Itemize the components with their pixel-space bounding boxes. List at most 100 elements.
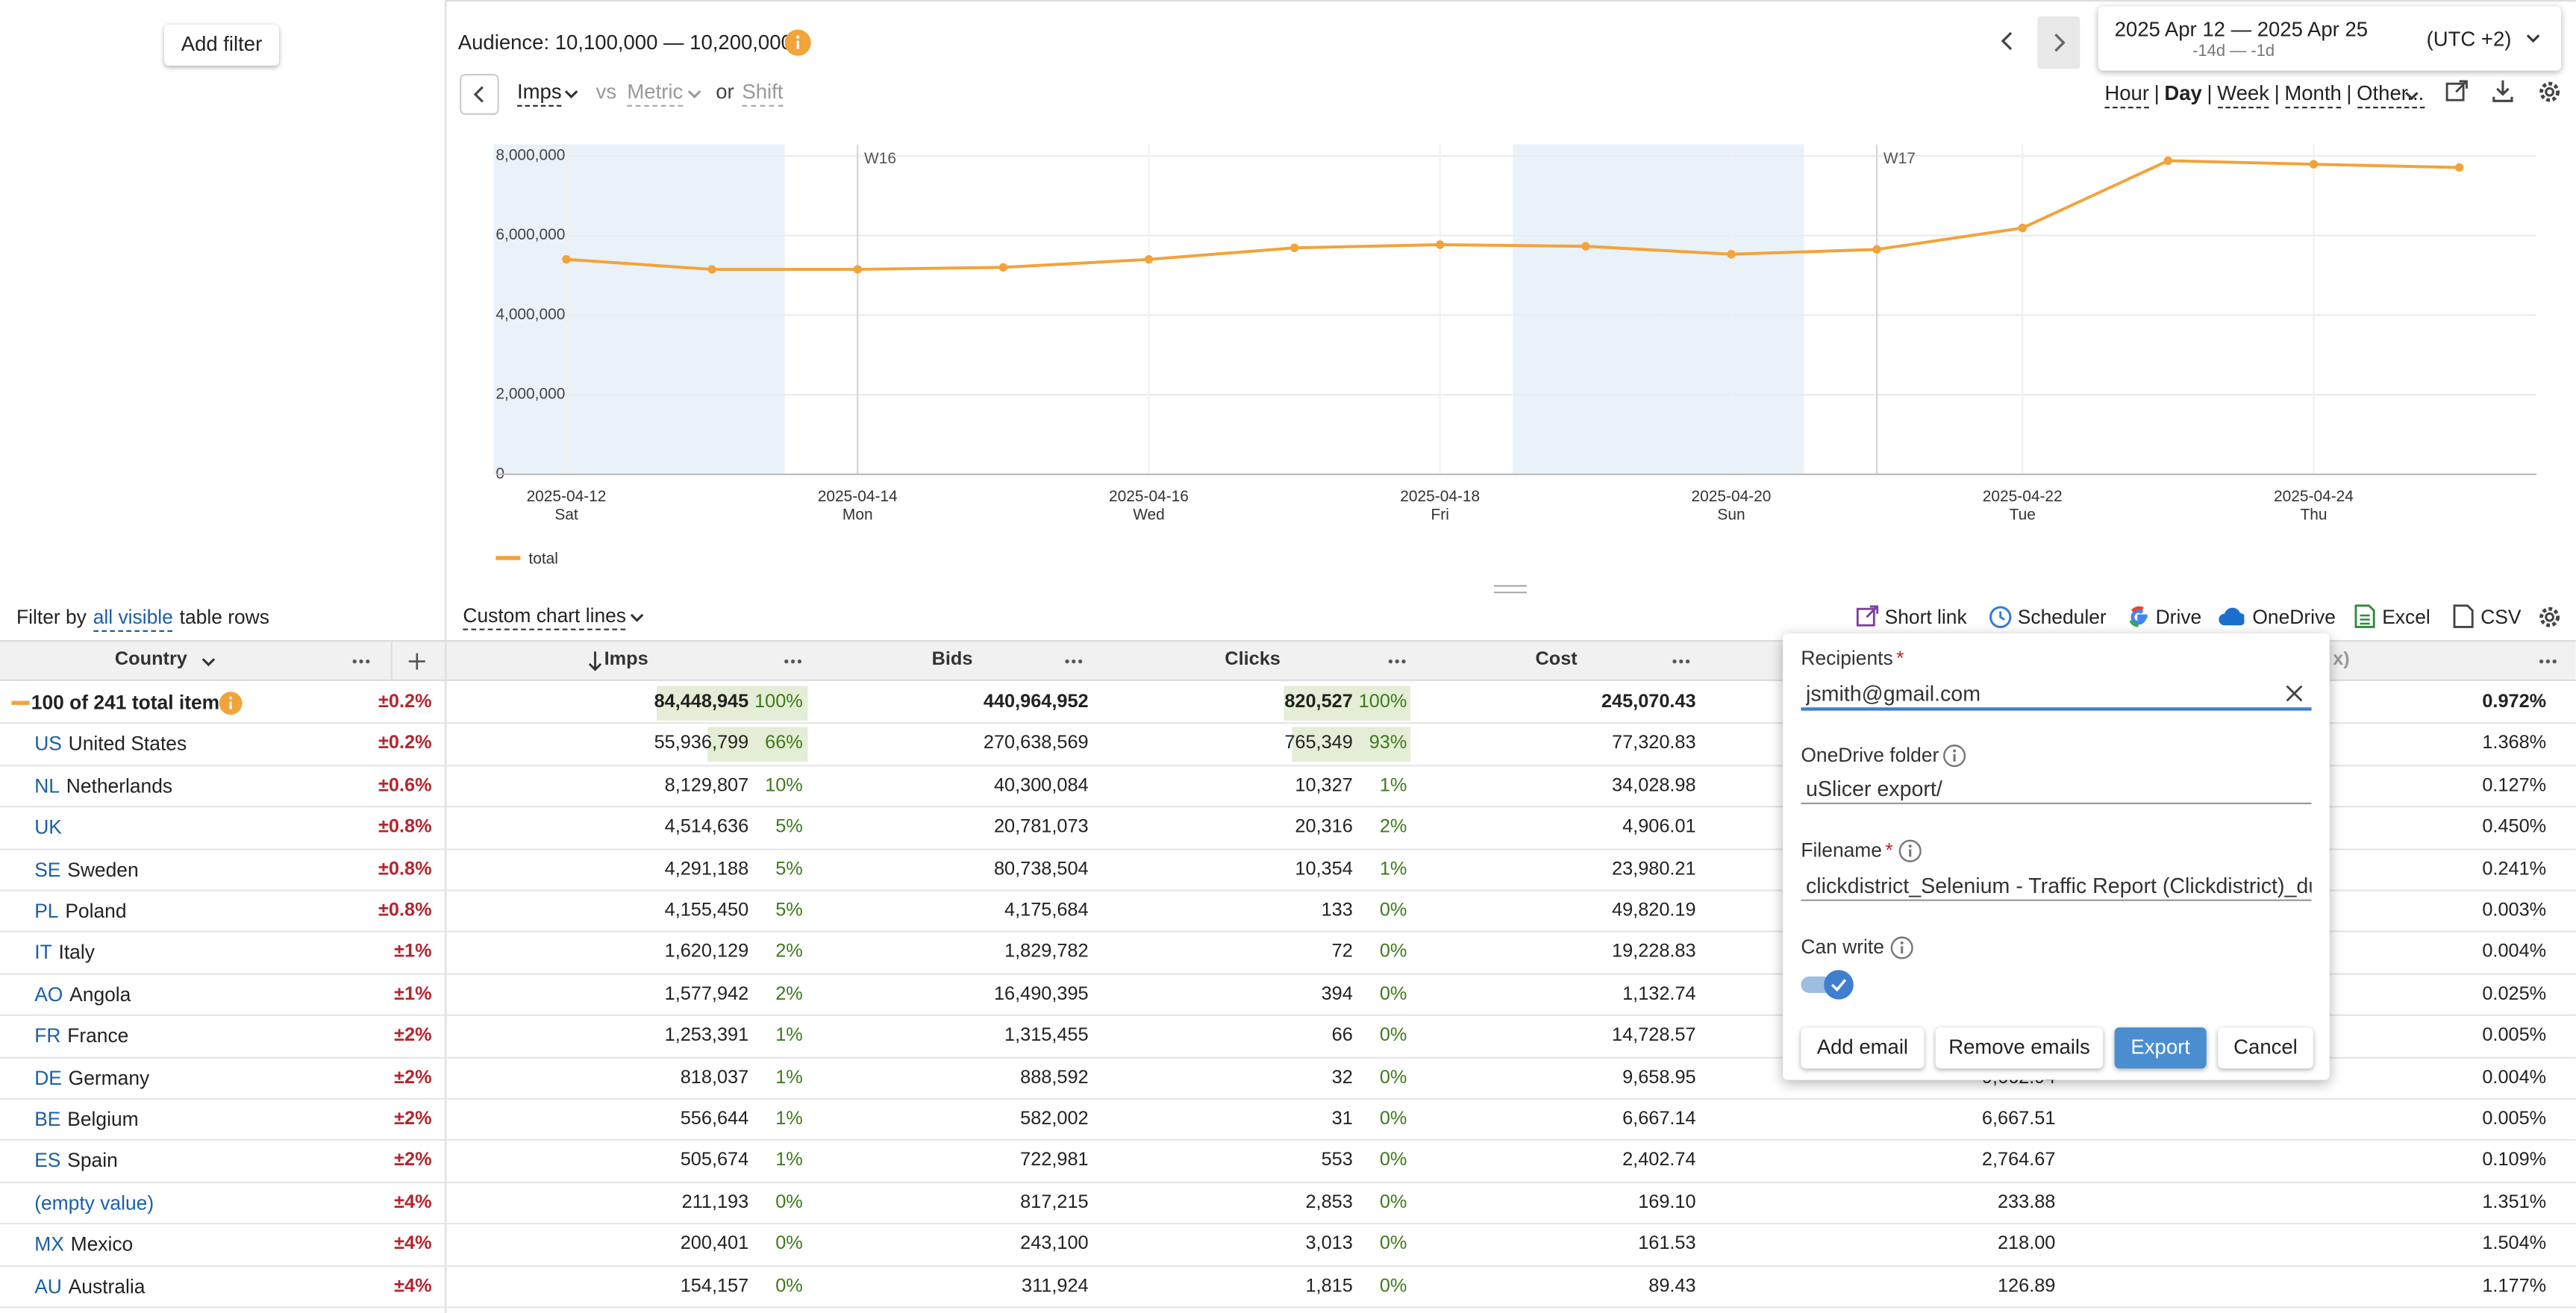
table-row[interactable]: 100 of 241 total items ±0.2% 84,448,945 100… bbox=[0, 683, 2576, 725]
field-value[interactable]: clickdistrict_Selenium - Traffic Report … bbox=[1806, 873, 2312, 898]
action-icon[interactable] bbox=[2126, 604, 2152, 630]
date-picker[interactable]: 2025 Apr 12 — 2025 Apr 25 -14d — -1d (UTC … bbox=[2098, 6, 2561, 71]
dialog-button[interactable]: Remove emails bbox=[1935, 1027, 2104, 1069]
column-menu[interactable] bbox=[2536, 655, 2560, 668]
table-row[interactable]: IT Italy ±1% 1,620,129 2% 1,829,782 72 0% 19,228… bbox=[0, 933, 2576, 975]
action-icon[interactable] bbox=[1988, 604, 2014, 630]
dialog-button[interactable]: Add email bbox=[1801, 1027, 1925, 1069]
granularity-option[interactable]: Week bbox=[2217, 82, 2269, 109]
column-header[interactable]: Cost bbox=[1535, 650, 1578, 670]
granularity-option[interactable]: Other... bbox=[2357, 82, 2425, 109]
prev-period[interactable] bbox=[1998, 28, 2017, 54]
share-bar bbox=[1284, 686, 1410, 721]
toolbar-action[interactable]: Excel bbox=[2382, 605, 2430, 629]
shift-metric[interactable]: Shift bbox=[742, 81, 784, 107]
cell-imps: 55,936,799 bbox=[654, 734, 749, 754]
action-icon[interactable] bbox=[2451, 604, 2477, 630]
open-external[interactable] bbox=[2445, 79, 2469, 104]
granularity-option[interactable]: Day bbox=[2164, 82, 2202, 105]
icon-shape bbox=[2492, 80, 2513, 102]
table-row[interactable]: NL Netherlands ±0.6% 8,129,807 10% 40,300,084… bbox=[0, 766, 2576, 808]
icon-shape bbox=[1866, 605, 1879, 618]
chart-settings[interactable] bbox=[2536, 79, 2563, 105]
toolbar-action[interactable]: OneDrive bbox=[2252, 605, 2336, 629]
granularity-option[interactable]: Month bbox=[2284, 82, 2342, 109]
required-mark: * bbox=[1885, 839, 1893, 862]
column-menu[interactable] bbox=[1386, 655, 1409, 668]
y-tick-label: 8,000,000 bbox=[495, 147, 565, 164]
table-row[interactable]: AU Australia ±4% 154,157 0% 311,924 1,815 0% 89.… bbox=[0, 1267, 2576, 1309]
icon-shape bbox=[2539, 607, 2560, 627]
action-icon[interactable] bbox=[2218, 604, 2245, 630]
column-menu[interactable] bbox=[1669, 655, 1692, 668]
table-row[interactable]: UK ±0.8% 4,514,636 5% 20,781,073 20,316 2% 4,90… bbox=[0, 808, 2576, 850]
chart-back[interactable] bbox=[460, 74, 499, 115]
icon-shape bbox=[796, 35, 800, 39]
primary-metric[interactable]: Imps bbox=[517, 81, 562, 107]
filter-link[interactable]: all visible bbox=[93, 604, 173, 632]
table-row[interactable]: BE Belgium ±2% 556,644 1% 582,002 31 0% 6,667.14… bbox=[0, 1100, 2576, 1141]
icon-shape bbox=[219, 692, 243, 715]
cell-clicks-share: 0% bbox=[1379, 900, 1407, 921]
field-value[interactable]: uSlicer export/ bbox=[1806, 776, 1942, 801]
icon-shape bbox=[2001, 31, 2013, 51]
action-icon[interactable] bbox=[2353, 604, 2379, 630]
table-row[interactable]: SE Sweden ±0.8% 4,291,188 5% 80,738,504 10,354… bbox=[0, 850, 2576, 891]
cell-error: ±4% bbox=[394, 1192, 432, 1213]
icon-shape bbox=[588, 651, 602, 671]
add-filter-button[interactable]: Add filter bbox=[164, 25, 279, 66]
table-row[interactable]: US United States ±0.2% 55,936,799 66% 270,638… bbox=[0, 724, 2576, 766]
legend-label: total bbox=[528, 551, 557, 568]
toolbar-action[interactable]: Drive bbox=[2155, 605, 2202, 629]
table-row[interactable]: PL Poland ±0.8% 4,155,450 5% 4,175,684 133 0% 49… bbox=[0, 891, 2576, 933]
table-settings[interactable] bbox=[2536, 604, 2563, 630]
clear-recipients[interactable] bbox=[2285, 684, 2303, 702]
column-menu[interactable] bbox=[1062, 655, 1085, 668]
x-tick-weekday: Fri bbox=[1431, 506, 1449, 523]
toolbar-action[interactable]: Scheduler bbox=[2017, 605, 2107, 629]
field-label: OneDrive folder bbox=[1801, 742, 1939, 768]
download[interactable] bbox=[2490, 79, 2515, 104]
column-header[interactable]: Country bbox=[114, 650, 187, 670]
cell-imps: 4,155,450 bbox=[664, 900, 749, 921]
icon-shape bbox=[2445, 80, 2468, 101]
column-menu[interactable] bbox=[350, 655, 373, 668]
column-header[interactable]: x) bbox=[2333, 650, 2350, 670]
column-header[interactable]: Imps bbox=[604, 650, 648, 670]
table-row[interactable]: AO Angola ±1% 1,577,942 2% 16,490,395 394 0% 1,1… bbox=[0, 974, 2576, 1017]
add-column[interactable] bbox=[407, 651, 427, 671]
field-value[interactable]: jsmith@gmail.com bbox=[1806, 681, 1981, 706]
cell-imps: 4,291,188 bbox=[664, 859, 749, 880]
next-period[interactable] bbox=[2037, 16, 2081, 69]
cell-imps-share: 5% bbox=[775, 900, 803, 921]
cell-clicks: 765,349 bbox=[1284, 734, 1353, 754]
granularity-option[interactable]: Hour bbox=[2104, 82, 2150, 109]
column-header[interactable]: Bids bbox=[931, 650, 973, 670]
resize-handle[interactable] bbox=[1494, 583, 1527, 596]
table-row[interactable]: DE Germany ±2% 818,037 1% 888,592 32 0% 9,658.95… bbox=[0, 1058, 2576, 1100]
dialog-button[interactable]: Export bbox=[2114, 1027, 2207, 1069]
icon-shape bbox=[2129, 619, 2139, 627]
toolbar-action[interactable]: Short link bbox=[1884, 605, 1967, 629]
table-row[interactable]: MX Mexico ±4% 200,401 0% 243,100 3,013 0% 161.53… bbox=[0, 1225, 2576, 1267]
icon-shape bbox=[790, 659, 795, 664]
secondary-metric[interactable]: Metric bbox=[627, 81, 684, 107]
icon-shape bbox=[784, 659, 802, 664]
can-write-toggle[interactable] bbox=[1799, 968, 1858, 1001]
cell-clicks-share: 93% bbox=[1369, 734, 1407, 754]
field-label: Can write bbox=[1801, 934, 1884, 960]
cell-cost: 14,728.57 bbox=[1612, 1026, 1696, 1046]
action-icon[interactable] bbox=[1855, 604, 1881, 630]
table-row[interactable]: ES Spain ±2% 505,674 1% 722,981 553 0% 2,402.74 2… bbox=[0, 1141, 2576, 1183]
table-row[interactable]: (empty value) ±4% 211,193 0% 817,215 2,853 0% 1… bbox=[0, 1183, 2576, 1225]
dialog-button[interactable]: Cancel bbox=[2218, 1027, 2313, 1069]
toolbar-action[interactable]: CSV bbox=[2480, 605, 2522, 629]
icon-shape bbox=[1078, 659, 1083, 664]
chart-lines-select[interactable]: Custom chart lines bbox=[463, 604, 627, 630]
icon-shape bbox=[2552, 659, 2557, 664]
column-header[interactable]: Clicks bbox=[1225, 650, 1281, 670]
cell-bids: 582,002 bbox=[1020, 1109, 1089, 1129]
column-menu[interactable] bbox=[781, 655, 804, 668]
table-row[interactable]: FR France ±2% 1,253,391 1% 1,315,455 66 0% 14,72… bbox=[0, 1016, 2576, 1059]
cell-clicks-share: 0% bbox=[1379, 942, 1407, 963]
